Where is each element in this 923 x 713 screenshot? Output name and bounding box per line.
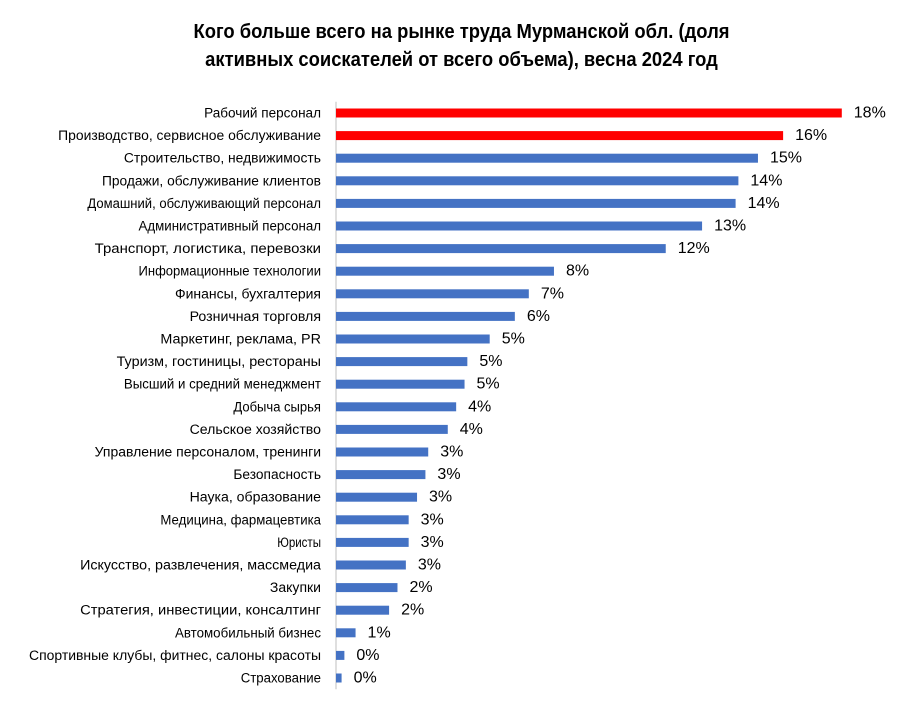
bar (336, 537, 409, 547)
bar (336, 673, 342, 683)
data-label: 3% (418, 557, 441, 574)
data-label: 0% (356, 647, 379, 664)
category-label: Управление персоналом, тренинги (95, 445, 321, 460)
data-label: 12% (678, 240, 710, 257)
category-label: Сельское хозяйство (190, 422, 321, 437)
data-label: 6% (527, 308, 550, 325)
category-label: Строительство, недвижимость (124, 151, 321, 166)
category-label: Медицина, фармацевтика (160, 512, 321, 527)
bar (336, 560, 406, 570)
data-label: 3% (437, 466, 460, 483)
category-label: Юристы (277, 535, 321, 550)
data-label: 16% (795, 127, 827, 144)
category-label: Наука, образование (190, 490, 321, 505)
bar (336, 244, 666, 254)
category-label: Финансы, бухгалтерия (175, 286, 321, 301)
bar (336, 334, 490, 344)
bar (336, 605, 390, 615)
category-label: Добыча сырья (233, 399, 321, 414)
bar (336, 289, 529, 299)
data-label: 15% (770, 150, 802, 167)
bar (336, 176, 739, 186)
data-label: 1% (368, 624, 391, 641)
category-label: Автомобильный бизнес (175, 625, 321, 640)
data-label: 18% (854, 105, 886, 122)
bar (336, 266, 554, 276)
bar (336, 402, 457, 412)
category-label: Розничная торговля (190, 309, 321, 324)
bar (336, 447, 429, 457)
data-label: 5% (477, 376, 500, 393)
category-label: Страхование (241, 671, 321, 686)
bar (336, 153, 758, 163)
data-label: 8% (566, 263, 589, 280)
category-label: Стратегия, инвестиции, консалтинг (80, 603, 321, 618)
category-label: Производство, сервисное обслуживание (58, 128, 321, 143)
bar (336, 221, 703, 231)
category-label: Административный персонал (139, 219, 322, 234)
data-label: 0% (354, 670, 377, 687)
category-label: Спортивные клубы, фитнес, салоны красоты (29, 648, 321, 663)
bar (336, 492, 418, 502)
data-label: 5% (502, 331, 525, 348)
data-label: 3% (421, 511, 444, 528)
category-label: Туризм, гостиницы, рестораны (117, 354, 321, 369)
data-label: 4% (468, 398, 491, 415)
data-label: 2% (409, 579, 432, 596)
data-label: 3% (440, 444, 463, 461)
bar (336, 470, 426, 480)
data-label: 3% (429, 489, 452, 506)
bar (336, 311, 515, 321)
category-label: Искусство, развлечения, массмедиа (80, 558, 321, 573)
data-label: 5% (479, 353, 502, 370)
bar (336, 628, 356, 638)
category-label: Информационные технологии (139, 264, 322, 279)
data-label: 14% (750, 172, 782, 189)
bar (336, 198, 736, 208)
category-label: Продажи, обслуживание клиентов (102, 173, 321, 188)
category-label: Рабочий персонал (204, 106, 321, 121)
data-label: 3% (421, 534, 444, 551)
category-label: Высший и средний менеджмент (124, 377, 321, 392)
category-label: Транспорт, логистика, перевозки (95, 241, 321, 256)
bar (336, 131, 784, 141)
category-label: Домашний, обслуживающий персонал (87, 196, 321, 211)
bar (336, 515, 409, 525)
category-label: Закупки (270, 580, 321, 595)
data-label: 14% (748, 195, 780, 212)
bar (336, 379, 465, 389)
category-label: Маркетинг, реклама, PR (160, 332, 321, 347)
data-label: 2% (401, 602, 424, 619)
bar (336, 357, 468, 367)
bar (336, 108, 842, 118)
chart-title: Кого больше всего на рынке труда Мурманс… (193, 21, 730, 71)
bar (336, 424, 448, 434)
bar (336, 650, 345, 660)
data-label: 4% (460, 421, 483, 438)
bar (336, 583, 398, 593)
data-label: 7% (541, 285, 564, 302)
category-label: Безопасность (233, 467, 321, 482)
data-label: 13% (714, 218, 746, 235)
